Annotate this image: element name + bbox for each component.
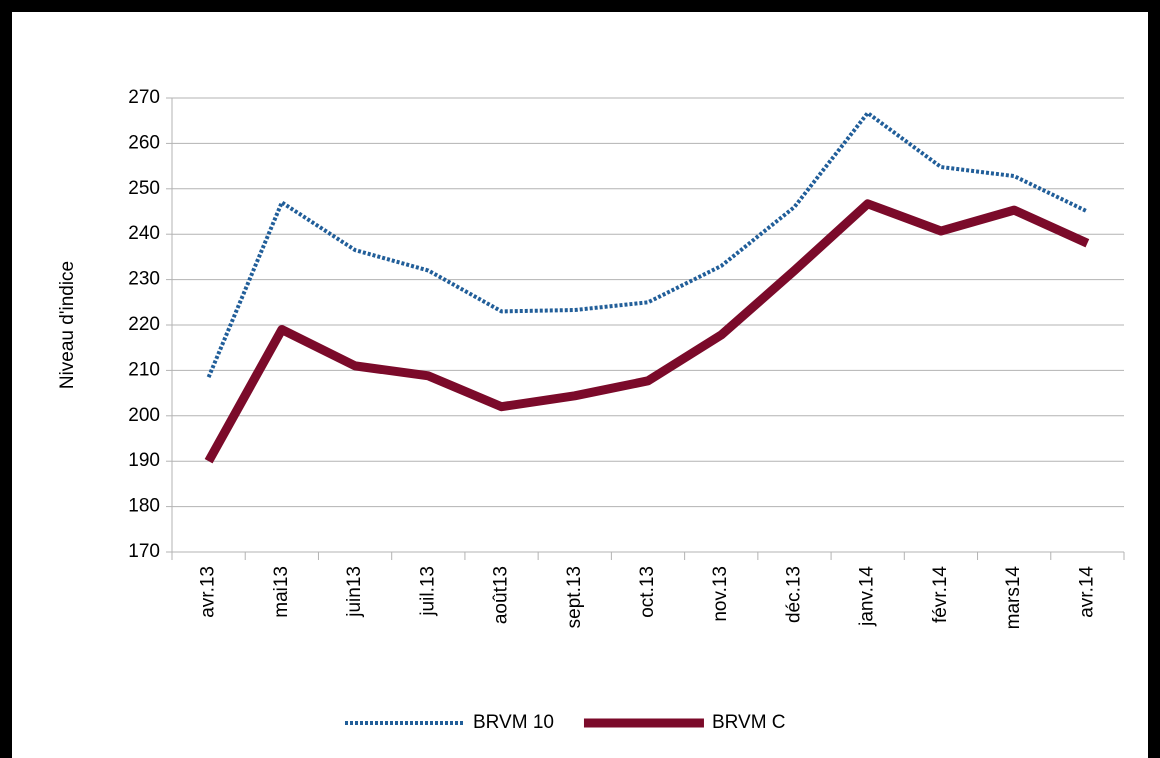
series-line <box>206 110 1089 378</box>
x-tick-label: janv.14 <box>857 566 878 627</box>
series-line <box>204 199 1090 464</box>
x-tick-label: nov.13 <box>710 566 731 622</box>
x-tick-label: mai13 <box>271 566 292 618</box>
y-tick-label: 200 <box>128 405 160 426</box>
x-tick-label: mars14 <box>1003 566 1024 630</box>
y-tick-label: 260 <box>128 132 160 153</box>
y-tick-label: 240 <box>128 223 160 244</box>
y-axis-title: Niveau d'indice <box>57 261 78 389</box>
y-tick-label: 230 <box>128 269 160 290</box>
x-tick-label: oct.13 <box>637 566 658 618</box>
x-tick-label: juil.13 <box>417 566 438 617</box>
x-tick-label: déc.13 <box>783 566 804 623</box>
legend-label: BRVM C <box>712 712 786 733</box>
y-tick-label: 270 <box>128 87 160 108</box>
y-tick-label: 250 <box>128 178 160 199</box>
x-tick-label: août13 <box>491 566 512 624</box>
y-tick-label: 190 <box>128 450 160 471</box>
x-tick-label: avr.13 <box>198 566 219 618</box>
y-tick-label: 180 <box>128 496 160 517</box>
x-tick-label: sept.13 <box>564 566 585 628</box>
x-tick-label: févr.14 <box>930 566 951 623</box>
x-tick-label: juin13 <box>344 566 365 618</box>
legend-label: BRVM 10 <box>473 712 554 733</box>
y-tick-label: 220 <box>128 314 160 335</box>
x-tick-label: avr.14 <box>1076 566 1097 618</box>
y-tick-label: 170 <box>128 541 160 562</box>
y-tick-label: 210 <box>128 359 160 380</box>
